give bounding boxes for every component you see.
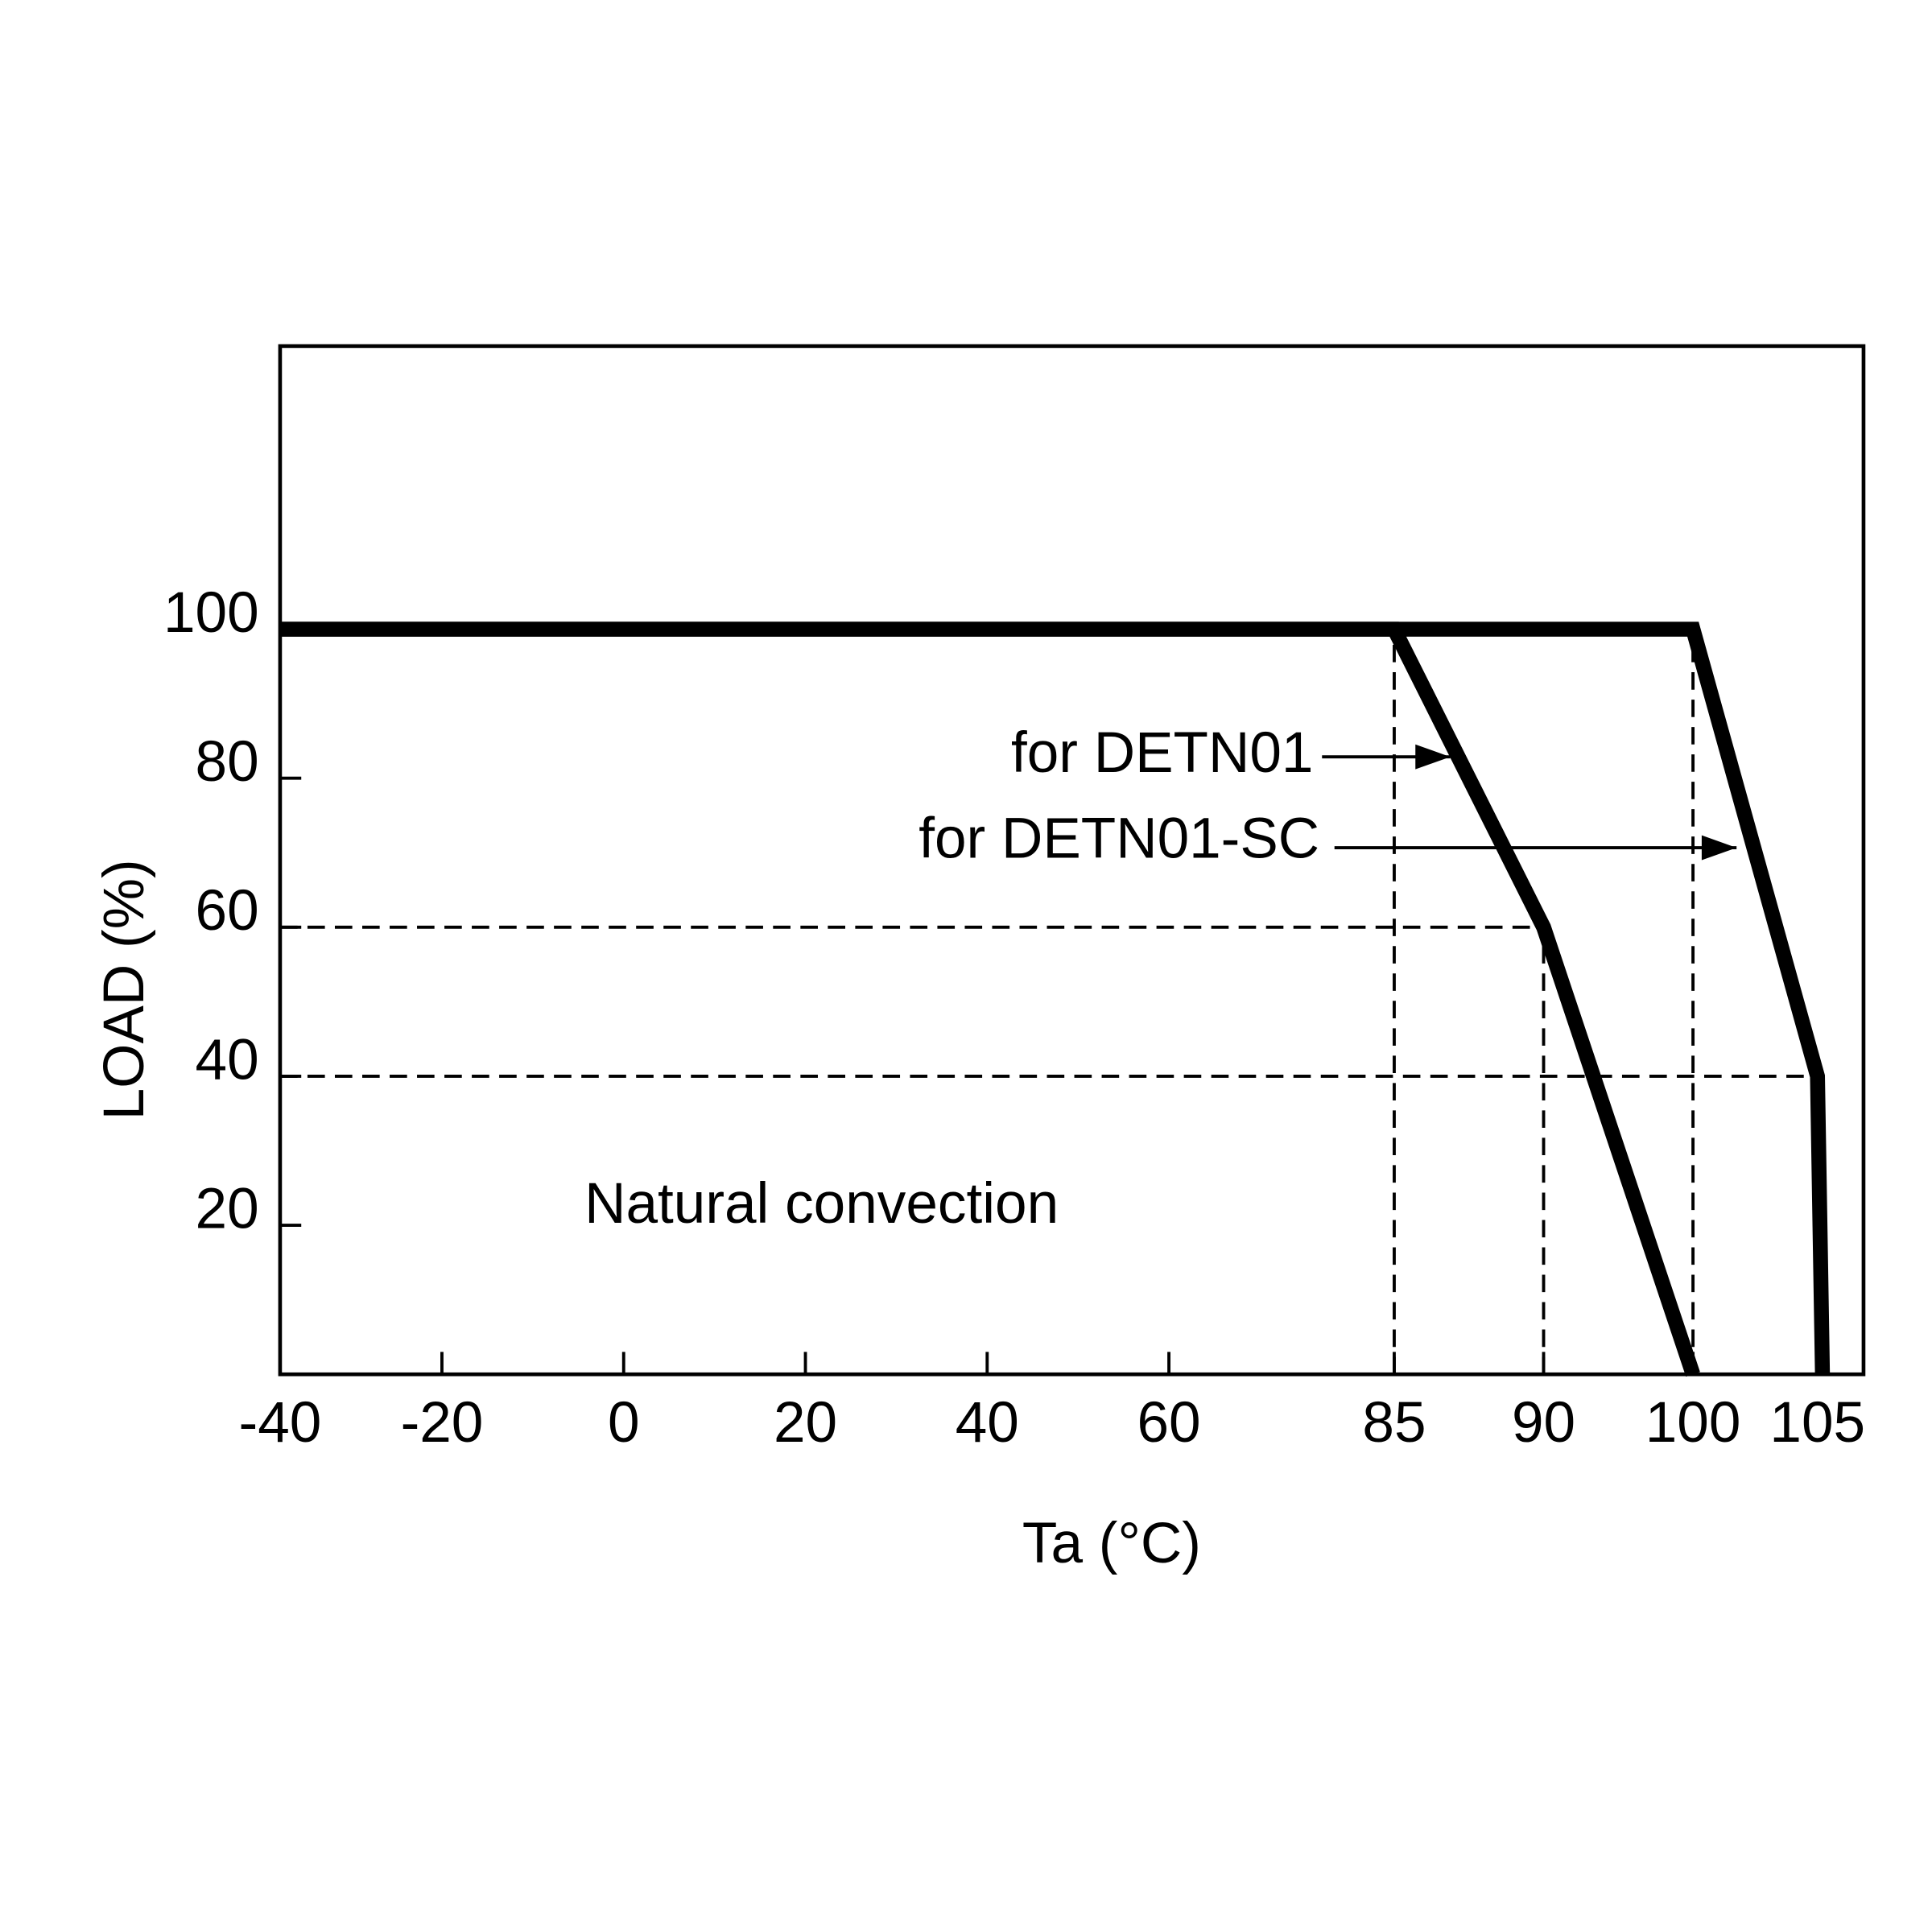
x-axis-label: Ta (°C) [1022, 1512, 1201, 1575]
series-line [279, 621, 1831, 1375]
x-tick-label: 85 [1362, 1391, 1426, 1455]
legend-arrowhead [1701, 835, 1737, 861]
x-tick-label: -40 [239, 1391, 322, 1455]
y-tick-label: 100 [163, 581, 259, 645]
y-tick-label: 20 [196, 1177, 259, 1241]
y-tick-label: 80 [196, 730, 259, 794]
y-tick-label: 60 [196, 879, 259, 943]
legend-label: for DETN01-SC [919, 807, 1319, 871]
x-tick-label: 0 [608, 1391, 640, 1455]
plot-frame [278, 344, 1866, 1377]
legend-label: for DETN01 [1011, 721, 1314, 785]
x-tick-label: 100 [1645, 1391, 1741, 1455]
y-tick-label: 40 [196, 1028, 259, 1092]
x-tick-label: 90 [1512, 1391, 1575, 1455]
x-tick-label: 105 [1769, 1391, 1865, 1455]
y-axis-label: LOAD (%) [93, 859, 156, 1120]
legend-arrowhead [1415, 744, 1451, 770]
x-tick-label: 40 [956, 1391, 1019, 1455]
x-tick-label: 60 [1137, 1391, 1200, 1455]
x-tick-label: 20 [774, 1391, 837, 1455]
x-tick-label: -20 [401, 1391, 484, 1455]
annotation: Natural convection [584, 1172, 1059, 1236]
